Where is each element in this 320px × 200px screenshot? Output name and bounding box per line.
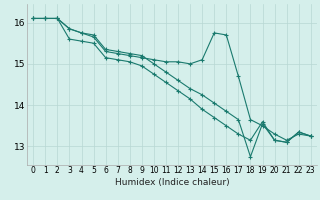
X-axis label: Humidex (Indice chaleur): Humidex (Indice chaleur) (115, 178, 229, 187)
